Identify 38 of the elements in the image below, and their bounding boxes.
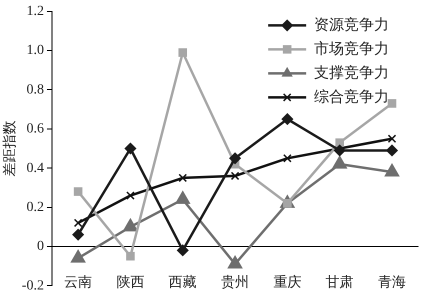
- x-tick-label: 青海: [378, 274, 406, 290]
- y-tick-label: 1.2: [26, 4, 44, 20]
- x-tick-label: 云南: [64, 274, 92, 290]
- point: [178, 48, 188, 57]
- legend-label: 资源竞争力: [314, 16, 390, 34]
- x-tick-label: 重庆: [273, 274, 302, 290]
- y-tick-label: 0.4: [26, 160, 44, 176]
- x-tick-label: 陕西: [116, 274, 144, 290]
- point: [178, 174, 188, 182]
- point: [230, 172, 240, 180]
- y-tick-label: 0.6: [26, 122, 44, 137]
- point: [282, 113, 294, 125]
- point: [74, 218, 82, 228]
- point: [229, 152, 241, 164]
- point: [388, 134, 396, 143]
- y-tick-label: 0.2: [26, 200, 44, 215]
- y-tick-label: 0: [36, 239, 44, 254]
- legend-label: 市场竞争力: [314, 40, 390, 58]
- y-axis-title: 差距指数: [2, 120, 18, 176]
- x-tick-label: 甘肃: [326, 274, 354, 290]
- point: [72, 228, 84, 240]
- y-tick-label: -0.2: [22, 278, 44, 294]
- legend-label: 综合竞争力: [314, 88, 390, 106]
- point: [388, 99, 396, 108]
- y-tick-label: 0.8: [26, 82, 44, 98]
- point: [386, 144, 398, 156]
- legend-label: 支撑竞争力: [314, 64, 390, 82]
- x-tick-label: 西藏: [168, 274, 197, 290]
- point: [124, 142, 136, 154]
- point: [283, 154, 292, 163]
- point: [335, 138, 344, 147]
- point: [126, 191, 135, 200]
- point: [334, 144, 346, 156]
- point: [74, 187, 82, 196]
- point: [126, 252, 135, 261]
- y-tick-label: 1.0: [26, 43, 44, 58]
- x-tick-label: 贵州: [221, 274, 250, 290]
- point: [176, 244, 188, 256]
